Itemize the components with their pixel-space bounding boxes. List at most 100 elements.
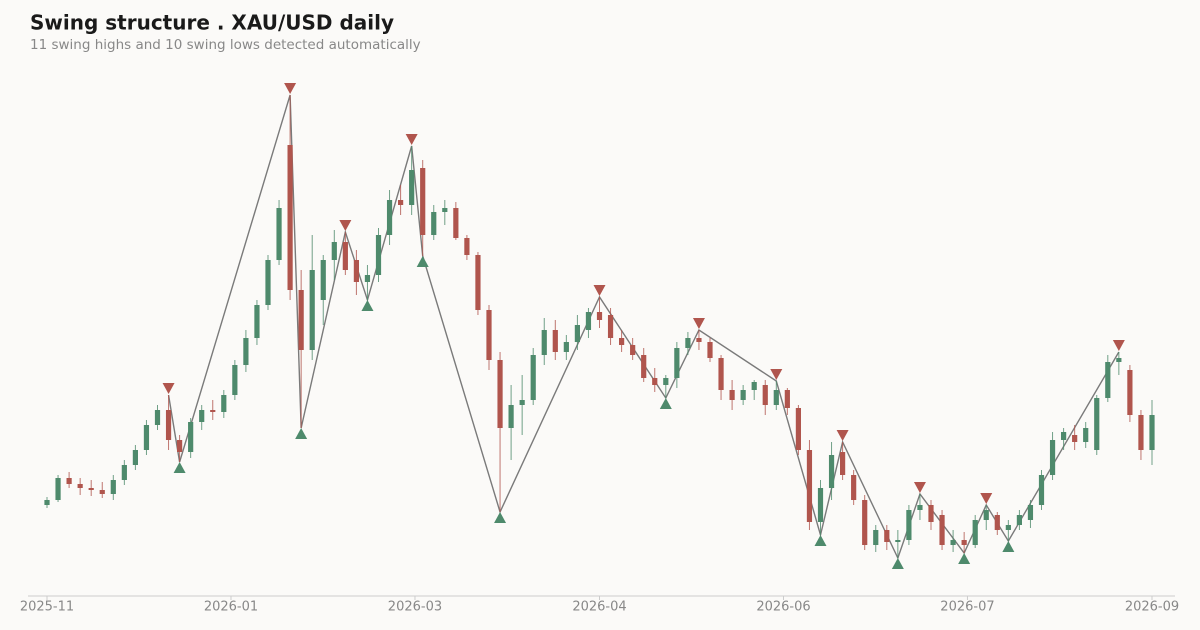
candle-body xyxy=(1061,432,1067,440)
candle-body xyxy=(1027,505,1034,520)
candle-body xyxy=(641,355,647,378)
candle-body xyxy=(1072,435,1078,442)
candle-body xyxy=(806,450,813,522)
swing-low xyxy=(295,428,308,439)
candle-body xyxy=(464,238,470,255)
x-tick-label: 2026-09 xyxy=(1125,600,1179,615)
swing-high xyxy=(405,134,418,145)
candle-body xyxy=(386,200,393,235)
swing-low xyxy=(1002,541,1015,552)
swing-high xyxy=(980,493,993,504)
candle-body xyxy=(828,455,835,488)
candle-body xyxy=(1049,440,1056,475)
candle-body xyxy=(630,345,636,355)
candle-body xyxy=(884,530,890,542)
candle-body xyxy=(773,390,779,405)
candle-body xyxy=(663,378,669,385)
candle-body xyxy=(552,330,558,352)
candle-body xyxy=(243,338,249,365)
swing-high xyxy=(913,482,926,493)
candle-body xyxy=(143,425,150,450)
candle-body xyxy=(817,488,824,522)
swing-low xyxy=(494,512,507,523)
candle-body xyxy=(906,510,912,540)
swing-low xyxy=(659,398,672,409)
candle-body xyxy=(409,170,415,205)
candle-body xyxy=(375,235,382,275)
candle-body xyxy=(199,410,205,422)
candle-body xyxy=(453,208,459,238)
candle-body xyxy=(44,500,50,505)
candle-body xyxy=(596,312,603,320)
candle-body xyxy=(210,410,216,412)
candle-body xyxy=(364,275,371,282)
swing-high xyxy=(339,220,352,231)
candle-body xyxy=(110,480,116,494)
candle-body xyxy=(519,400,525,405)
candle-body xyxy=(320,260,326,300)
candle-body xyxy=(685,338,691,348)
x-tick-label: 2026-07 xyxy=(940,600,994,615)
x-tick-label: 2026-06 xyxy=(756,600,810,615)
candle-body xyxy=(1094,398,1100,450)
chart-title: Swing structure . XAU/USD daily xyxy=(30,11,394,35)
candle-body xyxy=(1127,370,1133,415)
candle-body xyxy=(298,290,304,350)
candle-body xyxy=(1149,415,1155,450)
swing-high xyxy=(692,318,705,329)
candle-body xyxy=(99,490,105,494)
candle-body xyxy=(762,385,768,405)
swing-high xyxy=(836,430,849,441)
candle-body xyxy=(873,530,879,545)
candle-body xyxy=(541,330,547,355)
candle-body xyxy=(917,505,923,510)
swing-high xyxy=(284,83,297,94)
swing-low xyxy=(173,462,186,473)
candle-body xyxy=(254,305,260,338)
candle-body xyxy=(265,260,271,305)
candle-body xyxy=(1105,362,1111,398)
candle-body xyxy=(154,410,161,425)
chart-subtitle: 11 swing highs and 10 swing lows detecte… xyxy=(30,37,421,53)
swing-high xyxy=(770,369,783,380)
swing-low xyxy=(361,300,374,311)
swing-low xyxy=(891,558,904,569)
candle-body xyxy=(939,515,945,545)
candle-body xyxy=(563,342,569,352)
candle-body xyxy=(497,360,503,428)
candle-body xyxy=(431,212,437,235)
candle-body xyxy=(652,378,658,385)
candle-body xyxy=(585,312,592,330)
candle-body xyxy=(851,475,857,500)
candle-body xyxy=(1016,515,1022,525)
candle-body xyxy=(165,410,172,440)
candle-body xyxy=(66,478,72,484)
swing-low xyxy=(958,553,971,564)
candle-body xyxy=(475,255,481,310)
candle-body xyxy=(983,510,989,520)
candle-body xyxy=(1083,428,1089,442)
x-tick-label: 2026-04 xyxy=(572,600,626,615)
candle-body xyxy=(994,515,1000,530)
candle-body xyxy=(276,208,282,260)
candle-body xyxy=(696,338,702,342)
candle-body xyxy=(751,382,757,390)
candle-body xyxy=(607,315,614,338)
candle-body xyxy=(950,540,956,545)
candle-body xyxy=(530,355,536,400)
candle-body xyxy=(331,242,337,260)
candle-body xyxy=(784,390,790,408)
candle-body xyxy=(221,395,227,412)
swing-high xyxy=(1112,340,1125,351)
candle-body xyxy=(188,422,194,452)
candle-body xyxy=(707,342,713,358)
swing-high xyxy=(162,383,175,394)
candle-body xyxy=(1116,358,1122,362)
swing-low xyxy=(814,535,827,546)
swing-low xyxy=(416,256,429,267)
swing-high xyxy=(593,285,606,296)
candle-body xyxy=(1038,475,1045,505)
candle-body xyxy=(132,450,138,465)
candle-body xyxy=(398,200,404,205)
